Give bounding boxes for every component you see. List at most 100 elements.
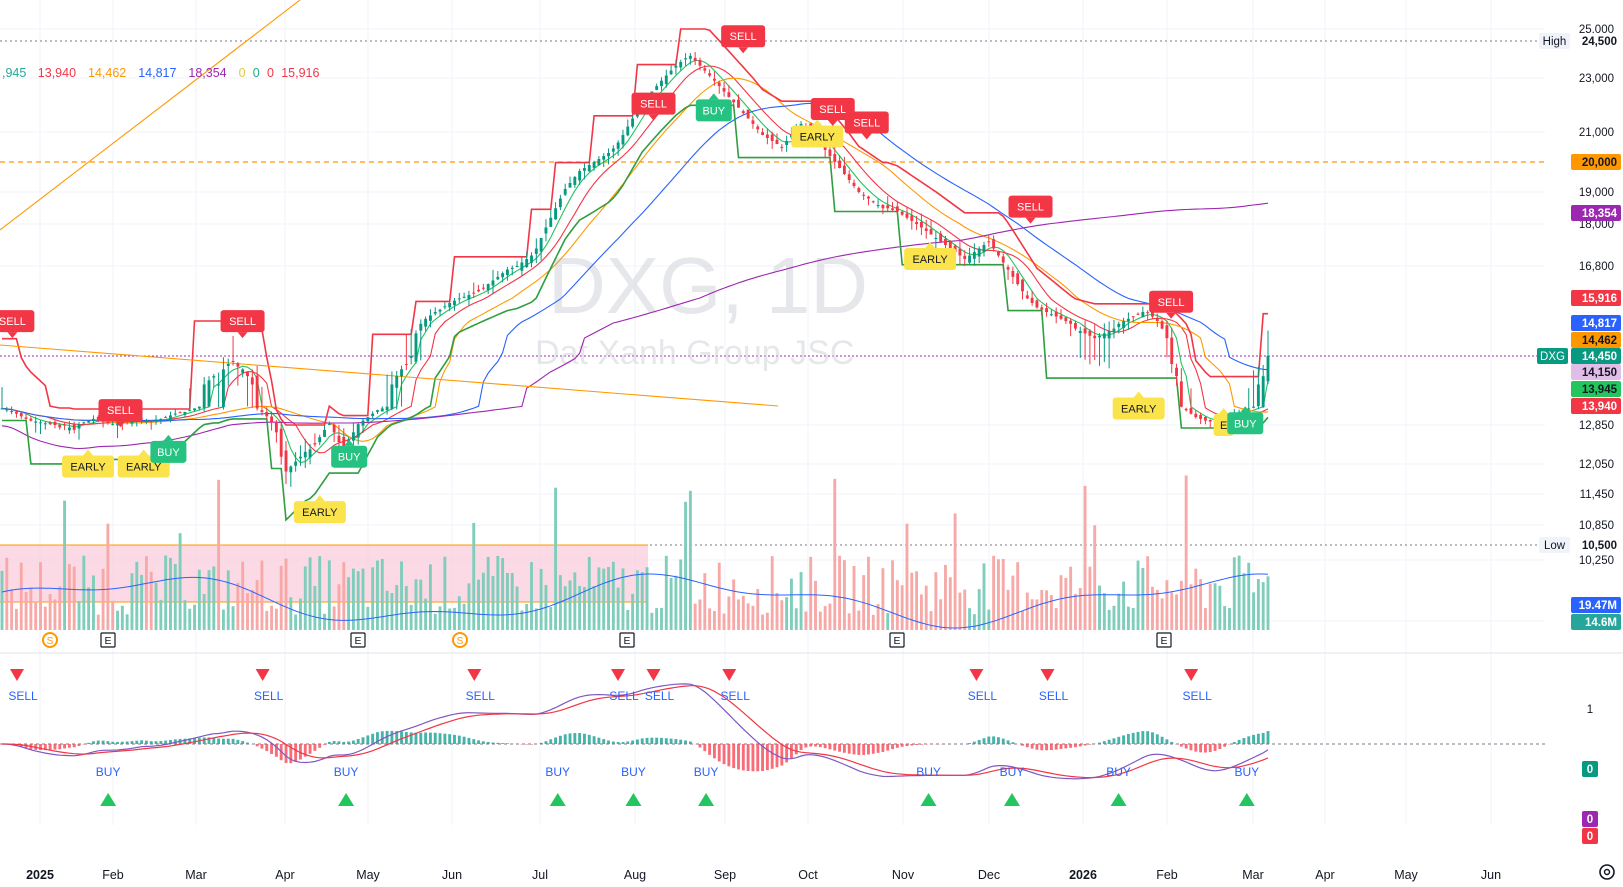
candle-body-94 xyxy=(453,300,456,306)
macd-hist-178 xyxy=(857,744,861,755)
x-tick-15: Apr xyxy=(1315,868,1334,882)
sell-arrow-icon xyxy=(1040,669,1055,681)
macd-hist-61 xyxy=(294,744,298,762)
volume-bar-25 xyxy=(120,605,124,630)
macd-hist-174 xyxy=(838,744,842,752)
macd-hist-18 xyxy=(87,742,91,744)
macd-hist-236 xyxy=(1136,731,1140,744)
candle-body-84 xyxy=(404,363,408,365)
signal-sell-15: SELL xyxy=(1008,195,1053,224)
earnings-box xyxy=(619,632,635,648)
volume-bar-57 xyxy=(274,608,278,630)
candle-body-195 xyxy=(939,233,943,242)
candle-body-23 xyxy=(111,424,115,426)
candle-body-212 xyxy=(1021,279,1024,292)
volume-bar-227 xyxy=(1093,525,1097,630)
x-tick-12: 2026 xyxy=(1069,868,1097,882)
candle-body-55 xyxy=(265,411,269,417)
volume-label-box xyxy=(1571,597,1621,613)
macd-hist-235 xyxy=(1131,732,1135,744)
volume-bar-187 xyxy=(900,585,904,630)
earnings-marker-2: E xyxy=(619,632,635,648)
volume-bar-71 xyxy=(342,562,346,630)
volume-bar-152 xyxy=(732,579,736,630)
volume-bar-11 xyxy=(53,599,57,630)
y-tick-9: 10,850 xyxy=(1579,520,1614,532)
signal-pointer xyxy=(344,439,355,446)
macd-hist-139 xyxy=(669,738,673,744)
volume-bar-59 xyxy=(284,558,288,630)
candle-body-177 xyxy=(852,182,856,186)
candle-body-260 xyxy=(1252,406,1255,408)
candle-body-112 xyxy=(539,238,543,252)
volume-bar-173 xyxy=(833,478,837,630)
signal-box xyxy=(844,111,889,134)
macd-hist-149 xyxy=(717,744,721,762)
volume-bar-50 xyxy=(241,561,245,630)
signal-box xyxy=(0,310,35,333)
volume-bar-262 xyxy=(1261,582,1265,630)
signal-buy-19: BUY xyxy=(1227,406,1264,435)
macd-hist-171 xyxy=(823,744,827,749)
macd-hist-130 xyxy=(626,741,630,744)
macd-hist-146 xyxy=(703,744,707,752)
signal-early-11: EARLY xyxy=(791,119,844,148)
candle-body-69 xyxy=(332,424,336,433)
macd-signal-sell-0: SELL xyxy=(8,669,38,703)
buy-arrow-icon xyxy=(1003,793,1020,806)
macd-hist-62 xyxy=(299,744,302,760)
volume-bar-138 xyxy=(664,555,668,630)
macd-hist-70 xyxy=(337,741,341,744)
candle-body-90 xyxy=(433,312,437,314)
macd-hist-59 xyxy=(284,744,288,763)
signal-box xyxy=(98,399,143,422)
volume-bar-212 xyxy=(1021,611,1024,630)
trend-line-up xyxy=(0,0,301,231)
macd-hist-115 xyxy=(554,737,558,744)
sell-text: SELL xyxy=(254,689,284,703)
x-tick-2: Mar xyxy=(185,868,207,882)
signal-box xyxy=(904,248,957,270)
candle-body-109 xyxy=(525,259,529,268)
candle-body-209 xyxy=(1006,267,1010,270)
candle-body-146 xyxy=(703,68,707,71)
macd-hist-118 xyxy=(568,733,572,744)
volume-bar-198 xyxy=(953,513,957,630)
candles xyxy=(0,52,1270,487)
gear-icon[interactable] xyxy=(1599,864,1615,880)
macd-hist-141 xyxy=(679,739,683,744)
y-tick-5: 16,800 xyxy=(1579,261,1614,273)
macd-hist-259 xyxy=(1247,736,1251,744)
volume-bar-232 xyxy=(1117,593,1121,630)
earnings-box xyxy=(1156,632,1172,648)
macd-hist-92 xyxy=(443,733,447,744)
macd-hist-28 xyxy=(135,740,139,744)
candle-body-190 xyxy=(915,222,919,224)
macd-hist-213 xyxy=(1025,744,1029,748)
volume-bar-217 xyxy=(1045,590,1049,630)
candle-body-148 xyxy=(712,78,716,81)
candle-body-221 xyxy=(1064,317,1068,322)
trend-line-down xyxy=(0,344,779,407)
volume-bar-55 xyxy=(265,610,269,630)
candle-body-108 xyxy=(520,262,524,271)
macd-hist-125 xyxy=(602,739,606,744)
buy-text: BUY xyxy=(621,765,646,779)
buy-arrow-icon xyxy=(100,793,117,806)
volume-bar-92 xyxy=(443,556,447,630)
macd-hist-73 xyxy=(351,740,355,744)
volume-bar-72 xyxy=(347,577,351,630)
candle-body-199 xyxy=(958,248,962,256)
macd-hist-21 xyxy=(101,740,105,744)
volume-bar-178 xyxy=(857,610,861,630)
earnings-marker-1: E xyxy=(350,632,366,648)
volume-bar-107 xyxy=(515,586,519,630)
macd-hist-53 xyxy=(255,744,259,747)
price-signals: SELL SELL SELL EARLY EARLY BUY EARLY BUY SELL BUY… xyxy=(0,25,1264,524)
candle-body-189 xyxy=(910,215,914,221)
macd-hist-46 xyxy=(221,738,225,744)
macd-hist-109 xyxy=(525,744,529,745)
macd-hist-170 xyxy=(818,744,822,748)
volume-bar-40 xyxy=(193,604,196,630)
